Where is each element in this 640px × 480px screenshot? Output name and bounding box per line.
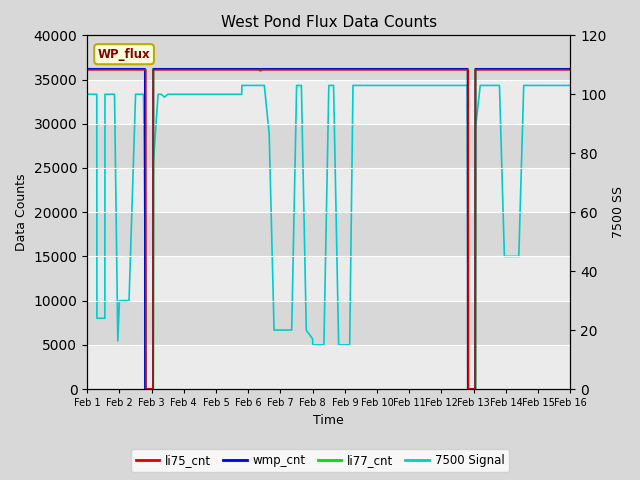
Y-axis label: 7500 SS: 7500 SS [612,186,625,238]
7500 Signal [178,91,186,97]
wmp_cnt [178,66,186,72]
7500 Signal [238,83,246,88]
Bar [87,124,570,168]
Bar [87,345,570,389]
Line: 7500 Signal: 7500 Signal [87,85,570,389]
li77_cnt [103,66,111,72]
li75_cnt [319,67,327,72]
li75_cnt [566,67,574,72]
li77_cnt [541,66,548,72]
X-axis label: Time: Time [314,414,344,427]
wmp_cnt [83,66,91,72]
Bar [87,256,570,300]
Bar [87,300,570,345]
wmp_cnt [566,66,574,72]
wmp_cnt [541,66,548,72]
7500 Signal [319,342,327,348]
li77_cnt [86,66,93,72]
li75_cnt [112,67,120,72]
li75_cnt [83,67,91,72]
7500 Signal [142,386,150,392]
7500 Signal [541,83,548,88]
Bar [87,212,570,256]
7500 Signal [112,208,120,214]
7500 Signal [566,83,574,88]
li75_cnt [86,67,93,72]
wmp_cnt [86,66,93,72]
li77_cnt [83,66,91,72]
Line: wmp_cnt: wmp_cnt [87,69,570,389]
Line: li77_cnt: li77_cnt [87,69,570,389]
7500 Signal [83,91,91,97]
wmp_cnt [319,66,327,72]
li75_cnt [541,67,548,72]
li77_cnt [566,66,574,72]
li77_cnt [319,66,327,72]
Bar [87,80,570,124]
Line: li75_cnt: li75_cnt [87,70,570,389]
Bar [87,36,570,80]
Legend: li75_cnt, wmp_cnt, li77_cnt, 7500 Signal: li75_cnt, wmp_cnt, li77_cnt, 7500 Signal [131,449,509,472]
7500 Signal [86,91,93,97]
wmp_cnt [112,66,120,72]
Y-axis label: Data Counts: Data Counts [15,173,28,251]
li77_cnt [112,66,120,72]
Text: WP_flux: WP_flux [98,48,150,60]
wmp_cnt [141,386,148,392]
Bar [87,168,570,212]
li77_cnt [141,386,149,392]
wmp_cnt [103,66,111,72]
Title: West Pond Flux Data Counts: West Pond Flux Data Counts [221,15,437,30]
7500 Signal [103,91,111,97]
li75_cnt [142,386,150,392]
li77_cnt [178,66,186,72]
li75_cnt [178,67,186,72]
li75_cnt [103,67,111,72]
